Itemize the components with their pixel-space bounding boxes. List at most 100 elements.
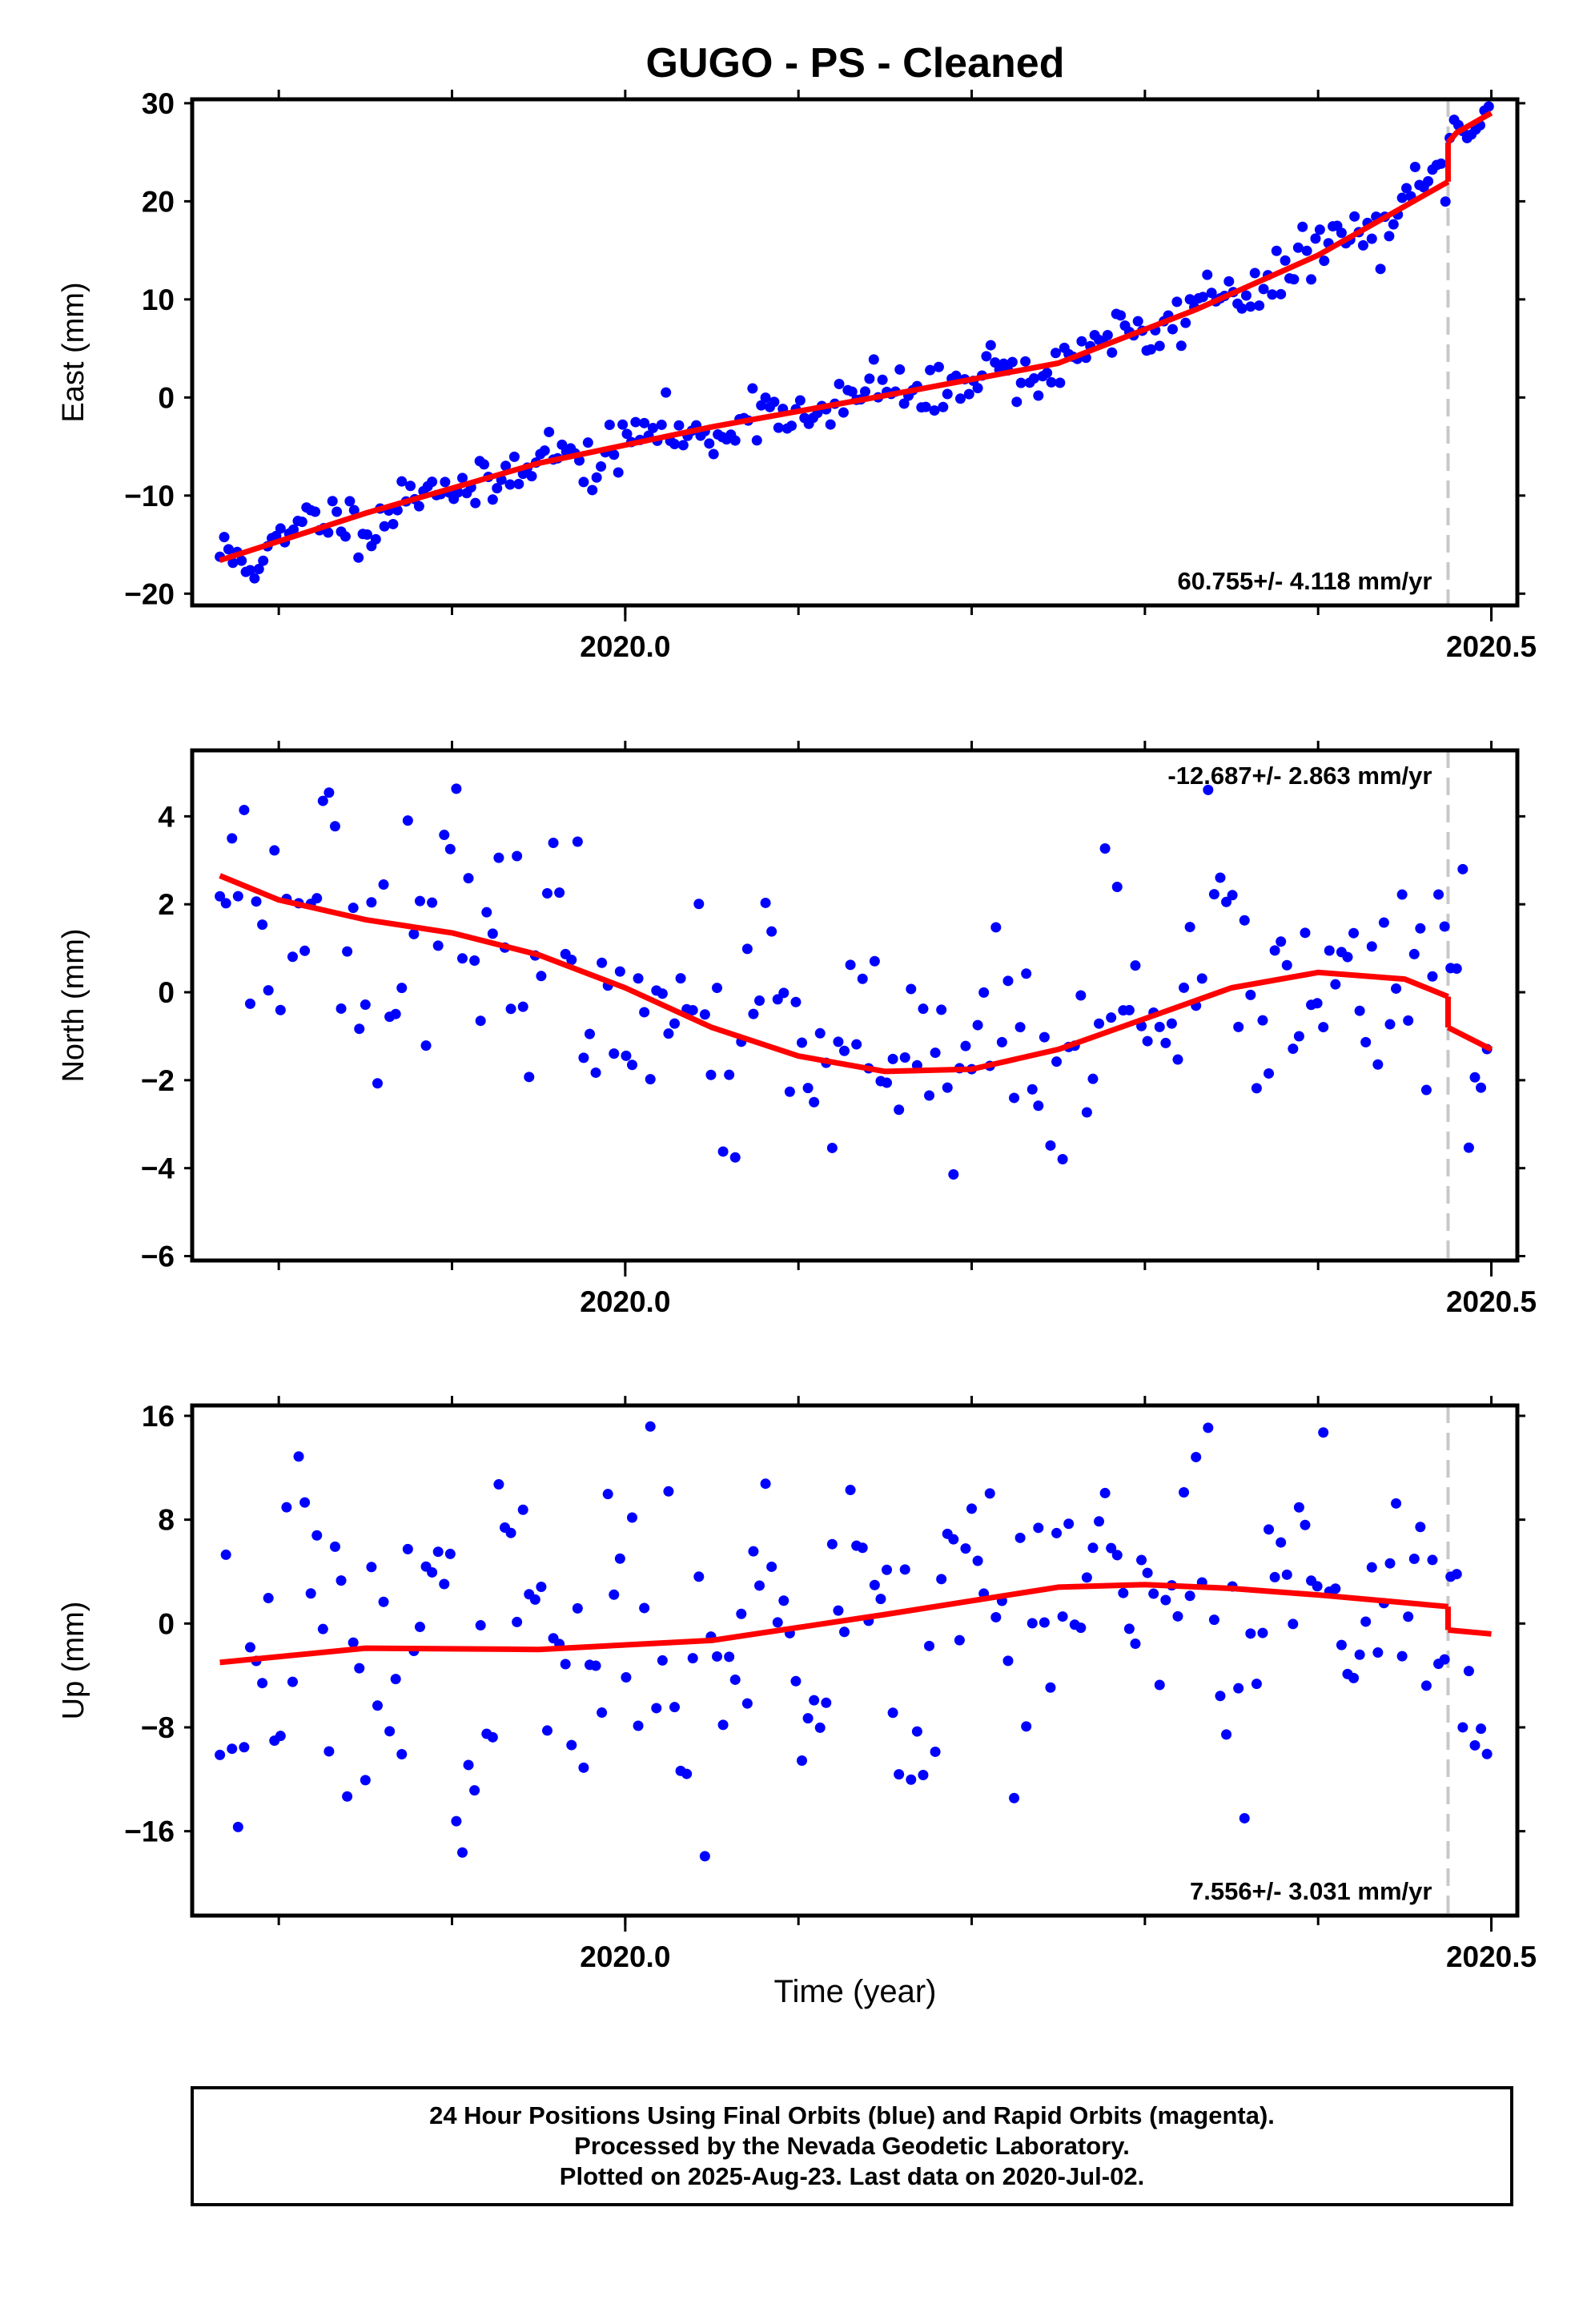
north-data-point [517,1001,528,1012]
up-y-axis-label: Up (mm) [57,1602,90,1720]
east-data-point [508,451,520,462]
up-data-point [414,1622,425,1633]
north-data-point [263,985,274,996]
east-data-point [920,401,931,412]
east-panel: −20 −10 0 10 20 30 2020.0 2020.5 East (mm) 60.755… [57,87,1537,663]
up-data-point [741,1698,753,1709]
east-data-point [1254,300,1265,312]
north-data-point [1081,1107,1092,1118]
north-data-point [790,996,802,1007]
north-data-point [402,815,413,826]
up-data-point [1481,1748,1493,1759]
up-data-point [493,1479,504,1490]
north-data-point [699,1009,710,1020]
up-data-point [790,1675,802,1687]
east-data-point [613,467,624,478]
north-data-point [1360,1036,1372,1047]
north-data-point [1087,1073,1099,1084]
east-data-point [933,361,944,372]
east-data-point [1154,340,1165,352]
north-data-point [215,891,226,902]
north-data-point [1403,1015,1414,1026]
up-data-point [360,1775,371,1786]
up-data-point [1033,1522,1044,1534]
up-data-point [456,1847,468,1858]
north-data-point [463,873,474,884]
up-data-point [541,1725,552,1736]
up-model-line [1448,1626,1492,1637]
up-data-point [299,1497,311,1508]
up-data-point [609,1589,620,1600]
east-data-point [596,461,607,472]
up-data-point [857,1542,868,1554]
north-data-point [778,987,789,999]
up-data-point [814,1722,826,1733]
up-data-point [1057,1611,1068,1622]
up-data-point [311,1530,323,1541]
east-data-point [339,531,351,542]
up-data-point [990,1611,1002,1622]
east-data-point [1175,340,1187,352]
east-data-point [1020,356,1031,367]
east-data-point [470,497,481,509]
up-data-point [1330,1583,1341,1594]
north-data-point [1111,882,1123,893]
east-data-point [669,439,681,450]
north-data-point [566,955,577,966]
north-data-point [396,983,408,994]
up-data-point [227,1743,238,1755]
east-data-point [539,445,550,456]
north-data-point [1300,927,1311,939]
up-data-point [911,1726,922,1737]
north-data-point [627,1059,638,1071]
north-data-point [342,946,353,957]
up-data-point [663,1486,674,1497]
east-data-point [578,476,589,488]
north-data-point [378,879,389,891]
up-data-point [1476,1723,1487,1735]
north-data-point [712,983,723,994]
footer-line-2: Processed by the Nevada Geodetic Laborat… [574,2132,1130,2160]
east-data-point [954,393,966,404]
east-data-point [794,395,806,406]
up-data-point [1009,1792,1020,1803]
up-data-point [329,1541,340,1552]
up-rate-label: 7.556+/- 3.031 mm/yr [1190,1877,1432,1905]
north-data-point [1457,863,1468,875]
north-data-point [572,836,583,847]
up-data-point [1191,1451,1202,1462]
north-data-point [420,1040,432,1051]
east-data-point [236,555,247,566]
east-y-tick-label: 20 [142,185,175,218]
east-data-point [1006,356,1018,368]
up-data-point [875,1594,886,1605]
east-data-point [617,419,629,430]
footer-box: 24 Hour Positions Using Final Orbits (bl… [191,2086,1513,2206]
north-data-point [1372,1059,1384,1070]
east-data-point [440,476,451,488]
east-data-point [1292,242,1304,253]
north-data-point [1451,963,1462,975]
up-data-point [257,1678,268,1689]
east-data-point [1015,377,1027,388]
up-data-point [833,1605,844,1616]
up-data-point [1239,1812,1250,1823]
east-data-point [864,373,875,384]
east-data-point [938,401,949,412]
up-data-point [729,1674,741,1685]
north-data-point [1094,1018,1105,1029]
up-data-point [1336,1639,1347,1651]
north-data-point [1342,951,1353,963]
east-data-point [1171,296,1183,308]
east-data-point [1310,233,1321,244]
east-y-tick-label: −20 [124,577,175,610]
east-data-point [1409,162,1420,173]
up-data-point [1136,1554,1147,1566]
east-data-point [1258,283,1269,295]
up-data-point [797,1755,808,1767]
east-data-point [838,407,849,418]
up-x-tick-label: 2020.0 [580,1940,670,1973]
east-data-point [1046,376,1057,388]
north-data-point [287,951,298,963]
up-data-point [1348,1672,1360,1683]
